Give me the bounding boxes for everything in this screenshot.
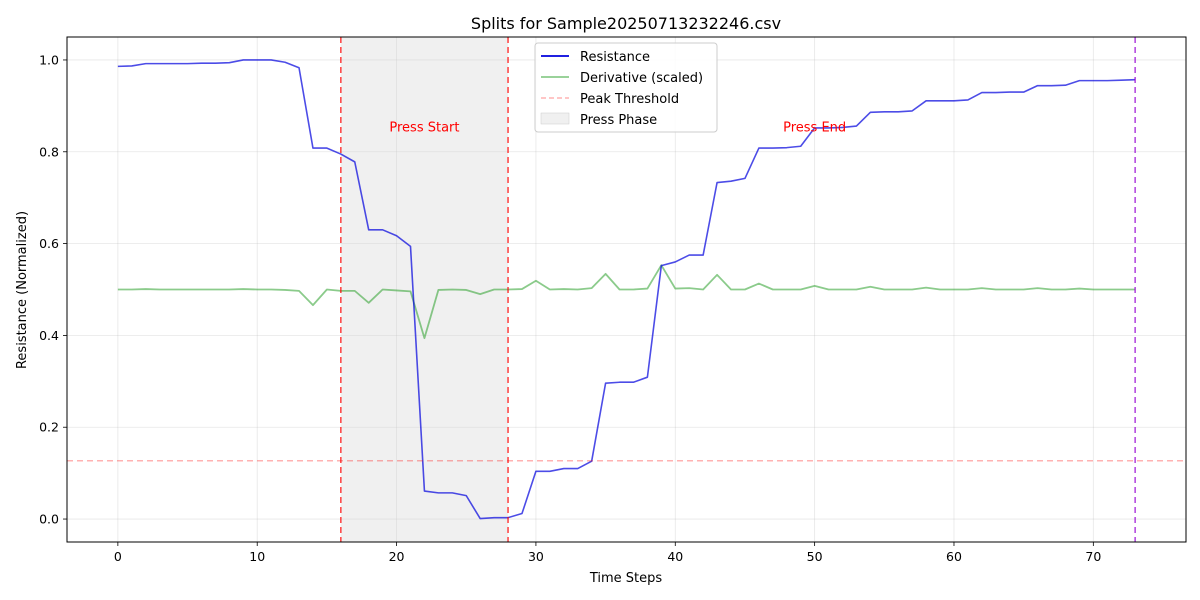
annotation-label: Press Start	[389, 121, 459, 136]
chart-title: Splits for Sample20250713232246.csv	[471, 14, 781, 33]
series-derivative-line	[117, 264, 1136, 340]
series-resistance-line	[117, 59, 1136, 520]
x-tick-label: 20	[389, 549, 405, 564]
y-tick-label: 0.6	[39, 236, 59, 251]
y-tick-label: 1.0	[39, 52, 59, 67]
legend-label-peak-threshold: Peak Threshold	[580, 92, 679, 107]
y-axis-ticks: 0.0 0.2 0.4 0.6 0.8 1.0	[39, 52, 67, 527]
x-tick-label: 60	[946, 549, 962, 564]
legend: Resistance Derivative (scaled) Peak Thre…	[534, 42, 718, 133]
legend-box	[534, 42, 718, 133]
x-tick-label: 30	[528, 549, 544, 564]
y-tick-label: 0.0	[39, 512, 59, 527]
press-phase-shading	[340, 37, 509, 542]
reference-lines	[67, 37, 1186, 542]
x-tick-label: 70	[1085, 549, 1101, 564]
x-tick-label: 50	[807, 549, 823, 564]
y-axis-label: Resistance (Normalized)	[15, 211, 30, 369]
x-tick-label: 10	[249, 549, 265, 564]
y-tick-label: 0.8	[39, 144, 59, 159]
annotations: Press Start Press End	[389, 121, 846, 136]
x-axis-ticks: 0 10 20 30 40 50 60 70	[114, 542, 1101, 564]
legend-label-resistance: Resistance	[580, 50, 650, 65]
press-phase-layer	[340, 37, 509, 542]
legend-swatch-press-phase	[540, 112, 570, 125]
y-tick-label: 0.4	[39, 328, 59, 343]
plot-frame	[66, 36, 1187, 543]
x-tick-label: 0	[114, 549, 122, 564]
x-axis-label: Time Steps	[589, 571, 663, 586]
legend-label-press-phase: Press Phase	[580, 113, 657, 128]
legend-label-derivative: Derivative (scaled)	[580, 71, 703, 86]
x-tick-label: 40	[667, 549, 683, 564]
y-tick-label: 0.2	[39, 420, 59, 435]
annotation-label: Press End	[783, 121, 846, 136]
series-layer	[117, 59, 1136, 520]
